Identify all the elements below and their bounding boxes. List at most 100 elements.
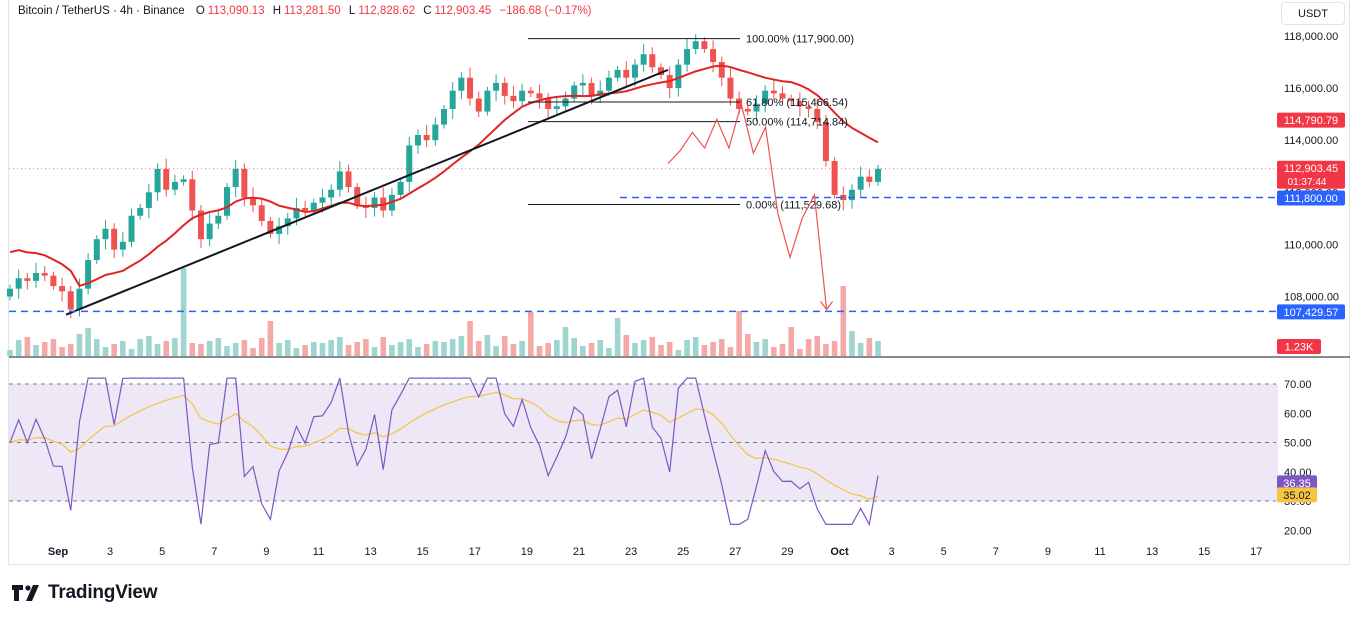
candle-body: [258, 205, 265, 221]
candle-body: [180, 179, 187, 182]
candle-body: [779, 93, 786, 99]
volume-bar: [172, 338, 178, 356]
volume-bar: [823, 344, 829, 356]
candle-body: [631, 64, 638, 78]
candle-body: [119, 241, 126, 250]
support-price-label-bg: [1277, 190, 1345, 206]
candle-body: [605, 77, 612, 91]
candle-body: [232, 168, 239, 188]
fib-level-label: 100.00% (117,900.00): [746, 34, 854, 46]
time-tick: 7: [993, 546, 999, 558]
candle-body: [692, 41, 699, 50]
candle-body: [154, 168, 161, 193]
time-tick: 17: [1250, 546, 1262, 558]
close-value: 112,903.45: [434, 5, 492, 17]
volume-label-bg: [1277, 339, 1321, 354]
volume-bar: [406, 339, 413, 356]
volume-bar: [423, 344, 430, 356]
candle-body: [33, 273, 40, 281]
price-tick: 116,000.00: [1284, 83, 1338, 95]
candle-body: [432, 124, 439, 141]
volume-bar: [501, 336, 508, 356]
brand-text: TradingView: [48, 582, 158, 603]
candle-body: [111, 228, 118, 250]
candle-body: [848, 189, 855, 201]
volume-bar: [493, 346, 499, 356]
time-tick: 7: [211, 546, 217, 558]
volume-bar: [154, 344, 161, 356]
volume-label: 1.23K: [1277, 339, 1321, 354]
candle-body: [293, 207, 300, 219]
candle-body: [597, 90, 604, 96]
time-tick: Oct: [830, 546, 849, 558]
time-tick: 25: [677, 546, 689, 558]
volume-label-text: 1.23K: [1285, 342, 1314, 354]
volume-bar: [545, 343, 551, 356]
time-tick: Sep: [48, 546, 68, 558]
volume-bar: [311, 342, 317, 356]
volume-bar: [94, 339, 100, 356]
volume-bar: [484, 335, 491, 356]
last-price-label: 112,903.45 01:37:44: [1277, 160, 1345, 189]
volume-bar: [250, 348, 256, 356]
candle-body: [467, 77, 474, 99]
volume-bar: [198, 344, 204, 356]
candle-body: [319, 197, 326, 203]
candle-body: [501, 82, 508, 96]
candle-body: [345, 171, 352, 188]
candle-body: [406, 145, 413, 182]
volume-bar: [120, 341, 126, 356]
last-price-bg: [1277, 160, 1345, 189]
volume-bar: [363, 339, 369, 356]
rsi-ma-value-label-bg: [1277, 487, 1317, 503]
volume-bar: [102, 347, 109, 356]
candle-body: [519, 90, 526, 102]
candle-body: [640, 54, 647, 65]
candle-body: [536, 93, 543, 99]
time-tick: 23: [625, 546, 637, 558]
candle-body: [414, 134, 421, 146]
volume-bar: [467, 321, 473, 356]
candle-body: [59, 286, 66, 292]
volume-bar: [302, 345, 308, 356]
candle-body: [805, 106, 812, 109]
high-value: 113,281.50: [284, 5, 341, 17]
volume-bar: [675, 350, 682, 356]
ma-price-label-bg: [1277, 112, 1345, 128]
rsi-value-label-bg: [1277, 475, 1317, 491]
currency-button[interactable]: USDT: [1281, 2, 1345, 25]
volume-bar: [658, 345, 664, 356]
volume-bar: [415, 347, 421, 356]
rsi-tick: 20.00: [1284, 525, 1312, 537]
volume-bar: [866, 338, 873, 356]
candle-body: [215, 215, 222, 224]
volume-bar: [623, 335, 630, 356]
volume-bar: [50, 339, 57, 356]
volume-bar: [692, 337, 699, 356]
candle-body: [449, 90, 456, 109]
candle-body: [527, 90, 534, 94]
time-tick: 9: [1045, 546, 1051, 558]
volume-bar: [684, 340, 690, 356]
candle-body: [276, 226, 283, 234]
volume-bar: [788, 327, 794, 356]
time-tick: 17: [469, 546, 481, 558]
candle-body: [241, 168, 248, 198]
candle-body: [831, 161, 838, 195]
support-price-label-bg: [1277, 304, 1345, 320]
volume-bar: [857, 343, 864, 356]
volume-bar: [15, 340, 22, 356]
rsi-ma-line: [9, 391, 879, 500]
volume-bar: [580, 346, 586, 356]
candle-body: [658, 67, 664, 76]
change-value: −186.68 (−0.17%): [499, 5, 592, 17]
volume-bar: [554, 340, 560, 356]
volume-bar: [67, 344, 74, 356]
volume-bar: [849, 331, 855, 356]
volume-bar: [276, 343, 282, 356]
symbol-title[interactable]: Bitcoin / TetherUS · 4h · Binance: [18, 5, 185, 17]
candle-body: [588, 82, 595, 96]
volume-bar: [736, 311, 742, 356]
candle-body: [736, 98, 743, 109]
